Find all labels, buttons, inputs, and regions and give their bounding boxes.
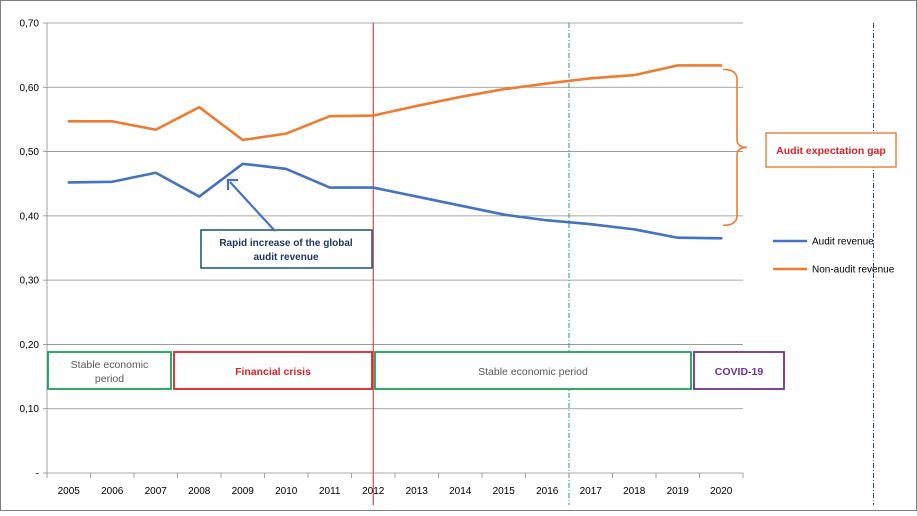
period-label: COVID-19 [715,366,764,378]
x-tick-label: 2007 [145,486,168,497]
y-tick-label: 0,40 [20,211,40,222]
expectation-gap-label: Audit expectation gap [776,145,886,157]
x-tick-label: 2013 [406,486,429,497]
x-tick-label: 2016 [536,486,559,497]
x-tick-label: 2008 [188,486,211,497]
x-tick-label: 2009 [232,486,255,497]
y-tick-label: 0,50 [20,147,40,158]
period-label: Stable economic period [478,366,588,378]
x-tick-label: 2011 [319,486,341,497]
y-tick-label: 0,60 [20,83,40,94]
y-tick-label: - [36,469,39,480]
y-tick-label: 0,70 [20,19,40,30]
x-tick-label: 2005 [58,486,81,497]
legend-label: Audit revenue [812,237,874,248]
legend-label: Non-audit revenue [812,265,895,276]
y-tick-label: 0,20 [20,340,40,351]
x-tick-label: 2014 [449,486,472,497]
x-tick-label: 2012 [362,486,385,497]
x-tick-label: 2019 [667,486,690,497]
x-tick-label: 2015 [493,486,516,497]
x-tick-label: 2017 [580,486,603,497]
x-tick-label: 2018 [623,486,646,497]
x-tick-label: 2020 [710,486,733,497]
y-tick-label: 0,30 [20,276,40,287]
y-tick-label: 0,10 [20,404,40,415]
period-label: Financial crisis [235,366,311,378]
x-tick-label: 2010 [275,486,298,497]
x-tick-label: 2006 [101,486,124,497]
